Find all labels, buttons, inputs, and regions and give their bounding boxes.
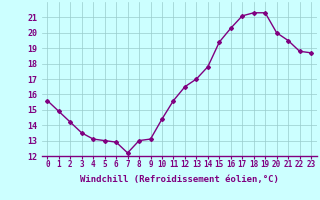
X-axis label: Windchill (Refroidissement éolien,°C): Windchill (Refroidissement éolien,°C)	[80, 175, 279, 184]
